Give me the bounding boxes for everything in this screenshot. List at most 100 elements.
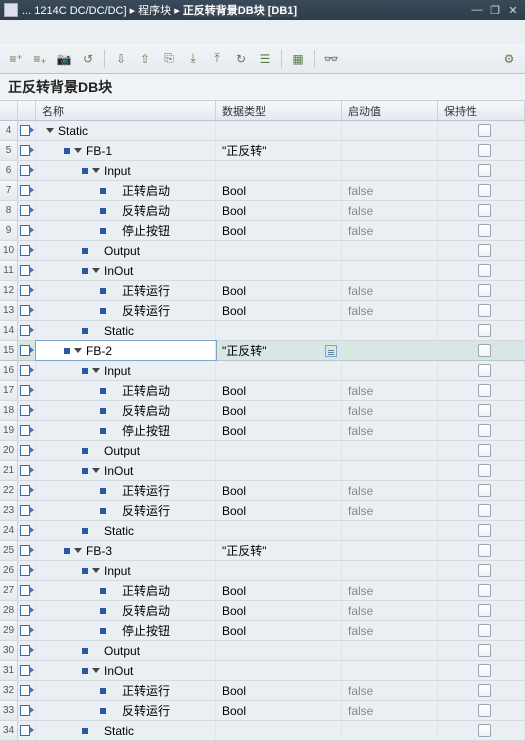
cell-datatype[interactable] bbox=[216, 521, 342, 540]
cell-name[interactable]: Output bbox=[36, 441, 216, 460]
cell-name[interactable]: FB-3 bbox=[36, 541, 216, 560]
expand-down-icon[interactable] bbox=[74, 148, 82, 153]
table-row[interactable]: 31 InOut bbox=[0, 661, 525, 681]
cell-datatype[interactable]: Bool bbox=[216, 421, 342, 440]
crumb-last[interactable]: 正反转背景DB块 [DB1] bbox=[183, 5, 297, 17]
retain-checkbox[interactable] bbox=[478, 124, 491, 137]
cell-datatype[interactable]: Bool bbox=[216, 181, 342, 200]
cell-name[interactable]: 正转启动 bbox=[36, 581, 216, 600]
retain-checkbox[interactable] bbox=[478, 424, 491, 437]
restore-button[interactable]: ❐ bbox=[487, 3, 503, 17]
table-row[interactable]: 9停止按钮Boolfalse bbox=[0, 221, 525, 241]
row-number[interactable]: 17 bbox=[0, 381, 18, 400]
row-number[interactable]: 15 bbox=[0, 341, 18, 360]
row-number[interactable]: 31 bbox=[0, 661, 18, 680]
expand-down-icon[interactable] bbox=[46, 128, 54, 133]
retain-checkbox[interactable] bbox=[478, 364, 491, 377]
retain-checkbox[interactable] bbox=[478, 204, 491, 217]
table-row[interactable]: 12正转运行Boolfalse bbox=[0, 281, 525, 301]
cell-name[interactable]: 正转运行 bbox=[36, 681, 216, 700]
cell-name[interactable]: InOut bbox=[36, 661, 216, 680]
breadcrumb[interactable]: ... 1214C DC/DC/DC] ▸ 程序块 ▸ 正反转背景DB块 [DB… bbox=[22, 2, 469, 18]
table-row[interactable]: 34 Static bbox=[0, 721, 525, 741]
cell-datatype[interactable] bbox=[216, 441, 342, 460]
cell-name[interactable]: Static bbox=[36, 521, 216, 540]
row-number[interactable]: 34 bbox=[0, 721, 18, 740]
cell-datatype[interactable] bbox=[216, 321, 342, 340]
row-number[interactable]: 25 bbox=[0, 541, 18, 560]
cell-name[interactable]: 正转运行 bbox=[36, 281, 216, 300]
retain-checkbox[interactable] bbox=[478, 304, 491, 317]
cell-startvalue[interactable]: false bbox=[342, 301, 438, 320]
retain-checkbox[interactable] bbox=[478, 284, 491, 297]
cell-datatype[interactable]: Bool bbox=[216, 501, 342, 520]
expand-down-icon[interactable] bbox=[92, 568, 100, 573]
cell-name[interactable]: 反转运行 bbox=[36, 301, 216, 320]
col-datatype[interactable]: 数据类型 bbox=[216, 101, 342, 120]
retain-checkbox[interactable] bbox=[478, 644, 491, 657]
retain-checkbox[interactable] bbox=[478, 324, 491, 337]
cell-name[interactable]: Output bbox=[36, 241, 216, 260]
cell-name[interactable]: 反转启动 bbox=[36, 401, 216, 420]
table-row[interactable]: 28反转启动Boolfalse bbox=[0, 601, 525, 621]
table-row[interactable]: 29停止按钮Boolfalse bbox=[0, 621, 525, 641]
row-number[interactable]: 27 bbox=[0, 581, 18, 600]
table-row[interactable]: 33反转运行Boolfalse bbox=[0, 701, 525, 721]
cell-datatype[interactable] bbox=[216, 161, 342, 180]
minimize-button[interactable]: — bbox=[469, 3, 485, 17]
row-number[interactable]: 22 bbox=[0, 481, 18, 500]
cell-startvalue[interactable] bbox=[342, 361, 438, 380]
cell-datatype[interactable] bbox=[216, 561, 342, 580]
row-number[interactable]: 33 bbox=[0, 701, 18, 720]
dropdown-icon[interactable] bbox=[325, 345, 337, 357]
row-number[interactable]: 10 bbox=[0, 241, 18, 260]
cell-startvalue[interactable] bbox=[342, 321, 438, 340]
retain-checkbox[interactable] bbox=[478, 544, 491, 557]
table-row[interactable]: 15FB-2"正反转" bbox=[0, 341, 525, 361]
retain-checkbox[interactable] bbox=[478, 624, 491, 637]
expand-down-icon[interactable] bbox=[74, 348, 82, 353]
cell-startvalue[interactable]: false bbox=[342, 421, 438, 440]
row-number[interactable]: 29 bbox=[0, 621, 18, 640]
cell-name[interactable]: Static bbox=[36, 121, 216, 140]
table-row[interactable]: 11InOut bbox=[0, 261, 525, 281]
table-row[interactable]: 14Static bbox=[0, 321, 525, 341]
refresh-icon[interactable]: ↻ bbox=[231, 49, 251, 69]
cell-datatype[interactable]: Bool bbox=[216, 301, 342, 320]
row-number[interactable]: 12 bbox=[0, 281, 18, 300]
table-row[interactable]: 24 Static bbox=[0, 521, 525, 541]
table-row[interactable]: 20 Output bbox=[0, 441, 525, 461]
upload-icon[interactable]: ⤒ bbox=[207, 49, 227, 69]
row-number[interactable]: 6 bbox=[0, 161, 18, 180]
cell-datatype[interactable] bbox=[216, 721, 342, 740]
retain-checkbox[interactable] bbox=[478, 244, 491, 257]
close-button[interactable]: ✕ bbox=[505, 3, 521, 17]
cell-datatype[interactable]: Bool bbox=[216, 481, 342, 500]
cell-startvalue[interactable] bbox=[342, 461, 438, 480]
expand-icon[interactable]: ☰ bbox=[255, 49, 275, 69]
row-number[interactable]: 23 bbox=[0, 501, 18, 520]
cell-name[interactable]: Static bbox=[36, 721, 216, 740]
table-row[interactable]: 32正转运行Boolfalse bbox=[0, 681, 525, 701]
row-number[interactable]: 4 bbox=[0, 121, 18, 140]
retain-checkbox[interactable] bbox=[478, 384, 491, 397]
cell-startvalue[interactable] bbox=[342, 521, 438, 540]
retain-checkbox[interactable] bbox=[478, 184, 491, 197]
retain-checkbox[interactable] bbox=[478, 144, 491, 157]
cell-name[interactable]: InOut bbox=[36, 261, 216, 280]
cell-name[interactable]: 停止按钮 bbox=[36, 421, 216, 440]
cell-datatype[interactable]: "正反转" bbox=[216, 341, 342, 360]
cell-startvalue[interactable] bbox=[342, 721, 438, 740]
row-number[interactable]: 18 bbox=[0, 401, 18, 420]
row-number[interactable]: 24 bbox=[0, 521, 18, 540]
retain-checkbox[interactable] bbox=[478, 724, 491, 737]
cell-datatype[interactable]: "正反转" bbox=[216, 541, 342, 560]
row-number[interactable]: 20 bbox=[0, 441, 18, 460]
cell-name[interactable]: 停止按钮 bbox=[36, 621, 216, 640]
cell-startvalue[interactable] bbox=[342, 441, 438, 460]
download-icon[interactable]: ⤓ bbox=[183, 49, 203, 69]
cell-startvalue[interactable]: false bbox=[342, 501, 438, 520]
insert-row-icon[interactable]: ≡⁺ bbox=[6, 49, 26, 69]
reset-start-icon[interactable]: ↺ bbox=[78, 49, 98, 69]
expand-down-icon[interactable] bbox=[74, 548, 82, 553]
